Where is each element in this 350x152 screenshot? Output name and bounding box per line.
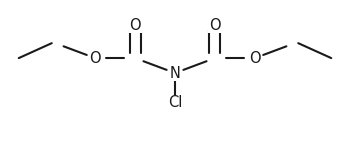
Text: O: O bbox=[129, 18, 141, 33]
Text: Cl: Cl bbox=[168, 95, 182, 110]
Text: O: O bbox=[209, 18, 221, 33]
Text: O: O bbox=[249, 51, 261, 66]
Text: O: O bbox=[89, 51, 101, 66]
Text: N: N bbox=[169, 66, 181, 81]
